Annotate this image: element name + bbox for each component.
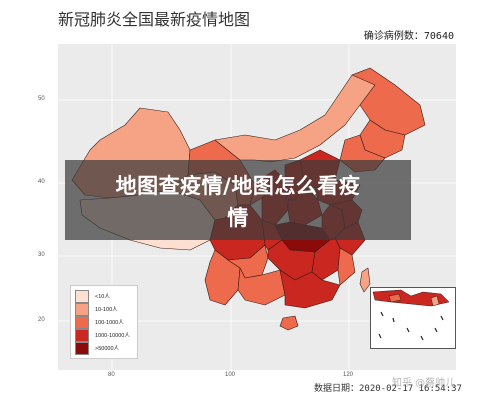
legend-label: 10-100人 xyxy=(95,307,118,313)
confirmed-count: 确诊病例数：70640 xyxy=(363,31,454,42)
y-tick-30: 30 xyxy=(38,252,45,258)
legend-swatch xyxy=(75,328,89,342)
legend-item: <10人 xyxy=(75,289,110,303)
legend-label: 1000-10000人 xyxy=(95,333,130,339)
y-tick-40: 40 xyxy=(38,179,45,185)
map-legend: <10人 10-100人 100-1000人 1000-10000人 >5000… xyxy=(70,285,138,359)
region-taiwan xyxy=(359,267,371,293)
watermark: 知乎 @蔡帅儿 xyxy=(392,378,456,389)
legend-item: 100-1000人 xyxy=(75,315,124,329)
legend-label: >50000人 xyxy=(95,346,120,352)
legend-item: >50000人 xyxy=(75,341,120,355)
banner-line-1: 地图查疫情/地图怎么看疫 xyxy=(115,174,361,198)
x-tick-80: 80 xyxy=(108,372,115,378)
region-hainan xyxy=(279,315,299,331)
headline-banner: 地图查疫情/地图怎么看疫 情 xyxy=(65,160,411,240)
inset-map xyxy=(372,289,450,341)
map-title: 新冠肺炎全国最新疫情地图 xyxy=(58,10,251,29)
x-tick-100: 100 xyxy=(225,372,236,378)
legend-item: 10-100人 xyxy=(75,302,118,316)
legend-swatch xyxy=(75,341,89,355)
data-date: 数据日期：2020-02-17 16:54:37 xyxy=(314,384,462,394)
y-tick-50: 50 xyxy=(38,96,45,102)
banner-line-2: 情 xyxy=(227,206,249,230)
region-heilongjiang xyxy=(351,67,426,136)
region-guangdong xyxy=(279,269,341,309)
legend-swatch xyxy=(75,289,89,303)
legend-item: 1000-10000人 xyxy=(75,328,130,342)
south-china-sea-inset xyxy=(370,287,456,349)
legend-swatch xyxy=(75,302,89,316)
y-tick-20: 20 xyxy=(38,317,45,323)
legend-label: 100-1000人 xyxy=(95,320,124,326)
region-fujian xyxy=(337,247,356,286)
x-tick-120: 120 xyxy=(343,372,354,378)
legend-label: <10人 xyxy=(95,294,110,300)
legend-swatch xyxy=(75,315,89,329)
